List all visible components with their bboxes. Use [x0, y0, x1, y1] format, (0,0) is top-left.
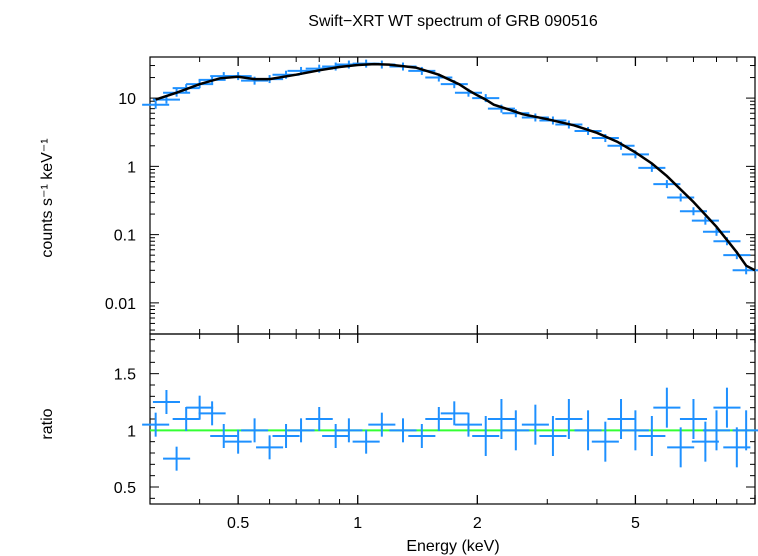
x-tick-label: 5	[631, 515, 640, 532]
y-tick-label: 1	[127, 159, 136, 176]
y-tick-label: 10	[118, 91, 136, 108]
ratio-data-point	[272, 424, 300, 448]
spectrum-data-point	[142, 100, 170, 109]
x-tick-label: 2	[473, 515, 482, 532]
ratio-data-point	[368, 412, 396, 437]
ratio-data-point	[163, 446, 191, 471]
ratio-data-point	[713, 387, 741, 428]
ratio-data-point	[335, 418, 363, 443]
ratio-data-point	[305, 407, 333, 431]
ratio-panel: 0.5 1 2 5 1.5 1 0.5	[114, 333, 758, 532]
ratio-data-point	[574, 410, 602, 451]
x-tick-label: 0.5	[227, 515, 249, 532]
ratio-data-point	[607, 399, 635, 439]
ratio-data-point	[389, 418, 417, 443]
y-tick-label: 0.1	[114, 228, 136, 245]
ratio-data-point	[152, 390, 180, 414]
ratio-data-point	[539, 416, 567, 456]
spectrum-data-point	[638, 163, 666, 172]
ratio-data-point	[667, 427, 695, 468]
ratio-data-point	[425, 407, 453, 431]
ratio-frame	[149, 333, 756, 505]
ratio-data-point	[454, 412, 483, 437]
ratio-data-point	[408, 424, 436, 448]
y-tick-label: 1.5	[114, 367, 136, 384]
y-axis-label-ratio: ratio	[39, 408, 56, 439]
spectrum-panel: 10 1 0.1 0.01	[105, 56, 758, 504]
x-tick-label: 1	[353, 515, 362, 532]
ratio-data-point	[487, 399, 515, 439]
model-line	[155, 62, 756, 272]
ratio-data-point	[502, 410, 530, 451]
ratio-data-point	[555, 399, 583, 439]
spectrum-data-point	[732, 266, 758, 275]
spectrum-data-point	[691, 216, 719, 225]
ratio-data-point	[322, 424, 350, 448]
ratio-data-point	[142, 412, 170, 437]
ratio-data-point	[621, 410, 649, 451]
y-tick-label: 1	[127, 423, 136, 440]
ratio-data-point	[591, 421, 619, 462]
spectrum-frame	[149, 56, 756, 335]
y-axis-label-spectrum: counts s⁻¹ keV⁻¹	[39, 138, 56, 257]
spectrum-data-point	[502, 109, 530, 118]
ratio-data-point	[521, 404, 549, 445]
y-tick-label: 0.01	[105, 296, 136, 313]
ratio-data-point	[172, 407, 200, 431]
ratio-data-point	[241, 418, 269, 443]
ratio-data-point	[732, 410, 758, 451]
ratio-data-point	[472, 416, 500, 456]
x-axis-label: Energy (keV)	[406, 538, 499, 555]
ratio-data-point	[653, 387, 681, 428]
ratio-data-point	[198, 401, 226, 426]
spectrum-data-point	[702, 227, 731, 236]
ratio-data-point	[186, 395, 214, 420]
ratio-data-point	[638, 416, 666, 456]
ratio-data-point	[256, 435, 284, 460]
ratio-data-point	[691, 421, 719, 462]
ratio-data-point	[352, 429, 380, 454]
ratio-data-point	[679, 399, 707, 439]
chart-title: Swift−XRT WT spectrum of GRB 090516	[308, 13, 598, 30]
ratio-data-point	[287, 418, 315, 443]
ratio-data-point	[210, 424, 238, 448]
ratio-data-point	[440, 401, 468, 426]
ratio-data-point	[224, 429, 252, 454]
ratio-data-point	[702, 410, 731, 451]
y-tick-label: 0.5	[114, 480, 136, 497]
